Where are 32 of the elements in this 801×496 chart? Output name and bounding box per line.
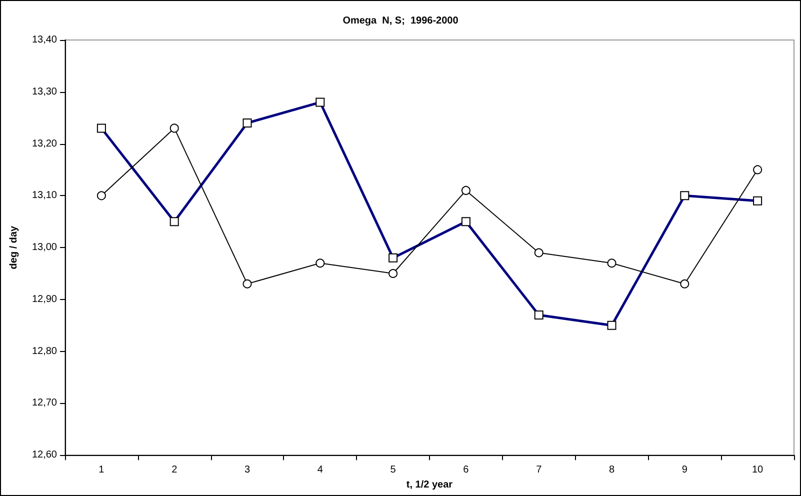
y-axis-title: deg / day bbox=[8, 225, 20, 270]
x-tick-label: 2 bbox=[172, 464, 178, 476]
x-tick-label: 10 bbox=[752, 464, 764, 476]
y-tick-label: 13,10 bbox=[32, 190, 58, 202]
x-tick-label: 7 bbox=[536, 464, 542, 476]
point bbox=[388, 268, 398, 278]
y-tick-label: 12,90 bbox=[32, 294, 58, 305]
y-tick-label: 12,60 bbox=[32, 450, 58, 461]
y-tick-label: 13,30 bbox=[32, 86, 58, 98]
x-tick-label: 3 bbox=[244, 464, 250, 476]
point bbox=[96, 191, 106, 200]
point bbox=[534, 248, 544, 258]
y-tick-label: 13,20 bbox=[32, 138, 58, 150]
x-tick-label: 4 bbox=[317, 464, 324, 476]
point bbox=[242, 279, 252, 288]
point bbox=[461, 186, 470, 195]
point bbox=[753, 165, 762, 174]
point bbox=[607, 258, 616, 268]
x-tick-label: 9 bbox=[682, 464, 688, 476]
y-tick-label: 12,80 bbox=[32, 346, 58, 357]
x-tick-label: 1 bbox=[98, 464, 105, 476]
point bbox=[170, 124, 179, 133]
y-tick-label: 13,40 bbox=[32, 34, 58, 46]
point bbox=[680, 279, 690, 288]
chart-title: Omega N, S; 1996-2000 bbox=[342, 16, 459, 26]
y-tick-label: 13,00 bbox=[32, 242, 58, 254]
y-tick-label: 12,70 bbox=[32, 398, 58, 409]
x-tick-label: 5 bbox=[390, 464, 396, 476]
x-tick-label: 8 bbox=[608, 464, 615, 476]
point bbox=[316, 258, 325, 268]
x-axis-title: t, 1/2 year bbox=[406, 480, 453, 490]
x-tick-label: 6 bbox=[463, 464, 470, 476]
